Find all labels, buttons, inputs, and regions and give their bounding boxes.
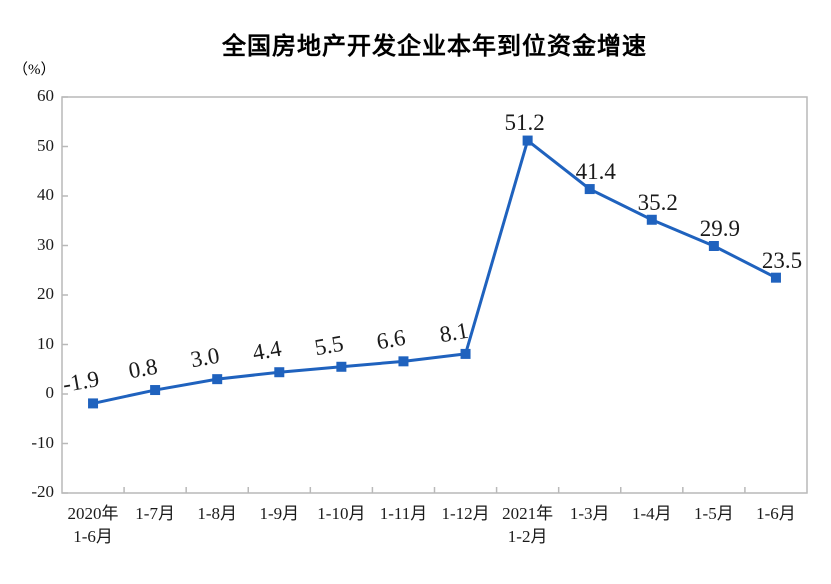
x-axis-category-label: 1-4月 (631, 504, 672, 523)
data-point-marker (522, 135, 533, 146)
data-point-label: 51.2 (504, 109, 545, 135)
x-axis-category-label: 1-5月 (694, 504, 734, 523)
x-axis-category-label: 1-9月 (259, 504, 300, 523)
data-point-marker (212, 374, 223, 385)
data-point-label: 41.4 (575, 159, 616, 185)
plot-border (61, 96, 808, 494)
y-axis-tick-label: 20 (37, 284, 54, 303)
x-axis-category-label: 1-3月 (569, 504, 610, 523)
data-point-label: 23.5 (761, 247, 803, 273)
data-point-marker (708, 240, 719, 251)
y-axis-tick-label: -20 (31, 482, 54, 501)
data-point-label: 35.2 (637, 189, 678, 215)
x-axis-category-label: 1-10月 (317, 504, 366, 523)
data-point-marker (336, 361, 347, 372)
x-axis-category-label: 1-8月 (197, 504, 238, 523)
data-point-marker (398, 356, 409, 367)
x-axis-category-label: 2020年 1-6月 (67, 504, 119, 546)
data-point-label: 29.9 (699, 215, 740, 241)
x-axis-category-label: 2021年 1-2月 (502, 504, 554, 546)
chart-title: 全国房地产开发企业本年到位资金增速 (222, 33, 647, 60)
data-line (92, 138, 777, 405)
data-point-marker (460, 348, 471, 359)
data-point-marker (88, 398, 99, 409)
y-axis-tick-label: -10 (31, 432, 54, 452)
y-axis-tick-label: 40 (37, 185, 54, 204)
y-axis-unit-label: （%） (13, 62, 56, 78)
x-axis-category-label: 1-12月 (441, 504, 490, 523)
x-axis-category-label: 1-7月 (135, 504, 175, 523)
data-point-marker (150, 385, 161, 396)
x-axis-category-label: 1-6月 (756, 504, 796, 523)
data-point-marker (646, 214, 657, 225)
y-axis-tick-label: 50 (37, 135, 54, 155)
y-axis-tick-label: 30 (37, 234, 54, 254)
x-axis-category-label: 1-11月 (379, 504, 428, 523)
data-point-marker (770, 272, 781, 283)
y-axis-tick-label: 0 (45, 383, 55, 402)
y-axis-tick-label: 60 (37, 86, 54, 105)
data-point-marker (274, 367, 285, 378)
data-point-marker (584, 184, 595, 195)
y-axis-tick-label: 10 (37, 333, 54, 353)
